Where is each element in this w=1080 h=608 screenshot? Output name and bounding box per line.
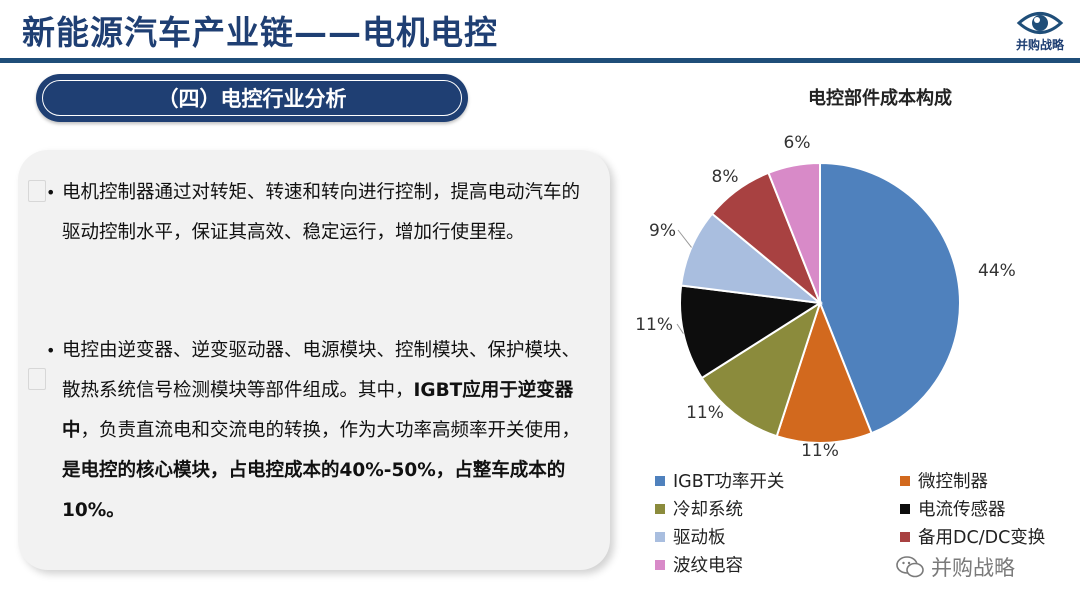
paragraph-2-bold-core: 是电控的核心模块，占电控成本的40%-50%，占整车成本的10%。 (62, 460, 566, 521)
paragraph-2-text-cont: ，负责直流电和交流电的转换，作为大功率高频率开关使用， (80, 420, 581, 441)
legend-label: 驱动板 (673, 528, 726, 548)
pie-chart: 44% 11% 11% 11% 9% 8% 6% (635, 133, 1016, 461)
legend-item: 驱动板 (655, 524, 726, 549)
brand-logo: 并购战略 (1008, 8, 1072, 64)
legend-label: 波纹电容 (673, 556, 743, 576)
paragraph-2-bold-igbt: IGBT应用于逆变器中 (62, 380, 574, 441)
paragraph-2-text: 电控由逆变器、逆变驱动器、电源模块、控制模块、保护模块、散热系统信号检测模块等部… (62, 340, 581, 401)
wechat-icon (896, 556, 924, 578)
legend-swatch (655, 531, 665, 542)
pie-data-label: 11% (635, 315, 673, 335)
pie-slice-2 (775, 300, 873, 444)
legend-item: 电流传感器 (900, 496, 1006, 521)
pie-data-label: 8% (712, 167, 739, 187)
document-icon (28, 368, 46, 390)
legend-item: IGBT功率开关 (655, 468, 784, 493)
legend-item: 冷却系统 (655, 496, 743, 521)
eye-icon (1016, 12, 1064, 34)
paragraph-2: • 电控由逆变器、逆变驱动器、电源模块、控制模块、保护模块、散热系统信号检测模块… (46, 331, 592, 531)
legend-label: IGBT功率开关 (673, 472, 785, 492)
logo-text: 并购战略 (1015, 38, 1064, 52)
legend-label: 备用DC/DC变换 (918, 528, 1046, 548)
pie-slice-3 (700, 300, 822, 438)
bullet: • (46, 341, 56, 360)
section-heading-label: （四）电控行业分析 (157, 87, 347, 111)
page-title: 新能源汽车产业链——电机电控 (22, 13, 498, 52)
content-panel (18, 150, 610, 570)
pie-slice-7 (767, 161, 821, 304)
document-icon (28, 180, 46, 202)
legend-item: 波纹电容 (655, 552, 743, 577)
paragraph-1: • 电机控制器通过对转矩、转速和转向进行控制，提高电动汽车的驱动控制水平，保证其… (46, 173, 592, 253)
legend-label: 微控制器 (918, 472, 988, 492)
watermark-text: 并购战略 (931, 556, 1015, 580)
pie-data-label: 6% (784, 133, 811, 153)
legend-swatch (655, 503, 665, 514)
legend-swatch (900, 531, 910, 542)
title-divider (0, 58, 1080, 63)
bullet: • (46, 183, 56, 202)
legend-label: 电流传感器 (918, 500, 1006, 520)
legend-swatch (655, 475, 665, 486)
paragraph-1-text: 电机控制器通过对转矩、转速和转向进行控制，提高电动汽车的驱动控制水平，保证其高效… (62, 182, 581, 243)
legend-swatch (900, 475, 910, 486)
legend-swatch (655, 559, 665, 570)
pie-leader-line (676, 323, 684, 334)
legend-item: 备用DC/DC变换 (900, 524, 1045, 549)
pie-data-label: 9% (649, 221, 676, 241)
chart-title: 电控部件成本构成 (808, 88, 952, 109)
watermark: 并购战略 (895, 552, 1015, 582)
pie-slice-1 (819, 161, 961, 435)
pie-data-label: 11% (686, 403, 724, 423)
pie-data-label: 44% (978, 261, 1016, 281)
pie-leader-line (677, 229, 692, 248)
section-heading: （四）电控行业分析 (36, 74, 468, 122)
pie-slice-5 (679, 212, 824, 305)
legend-item: 微控制器 (900, 468, 988, 493)
pie-data-label: 11% (801, 441, 839, 461)
legend-label: 冷却系统 (673, 500, 743, 520)
legend-swatch (900, 503, 910, 514)
